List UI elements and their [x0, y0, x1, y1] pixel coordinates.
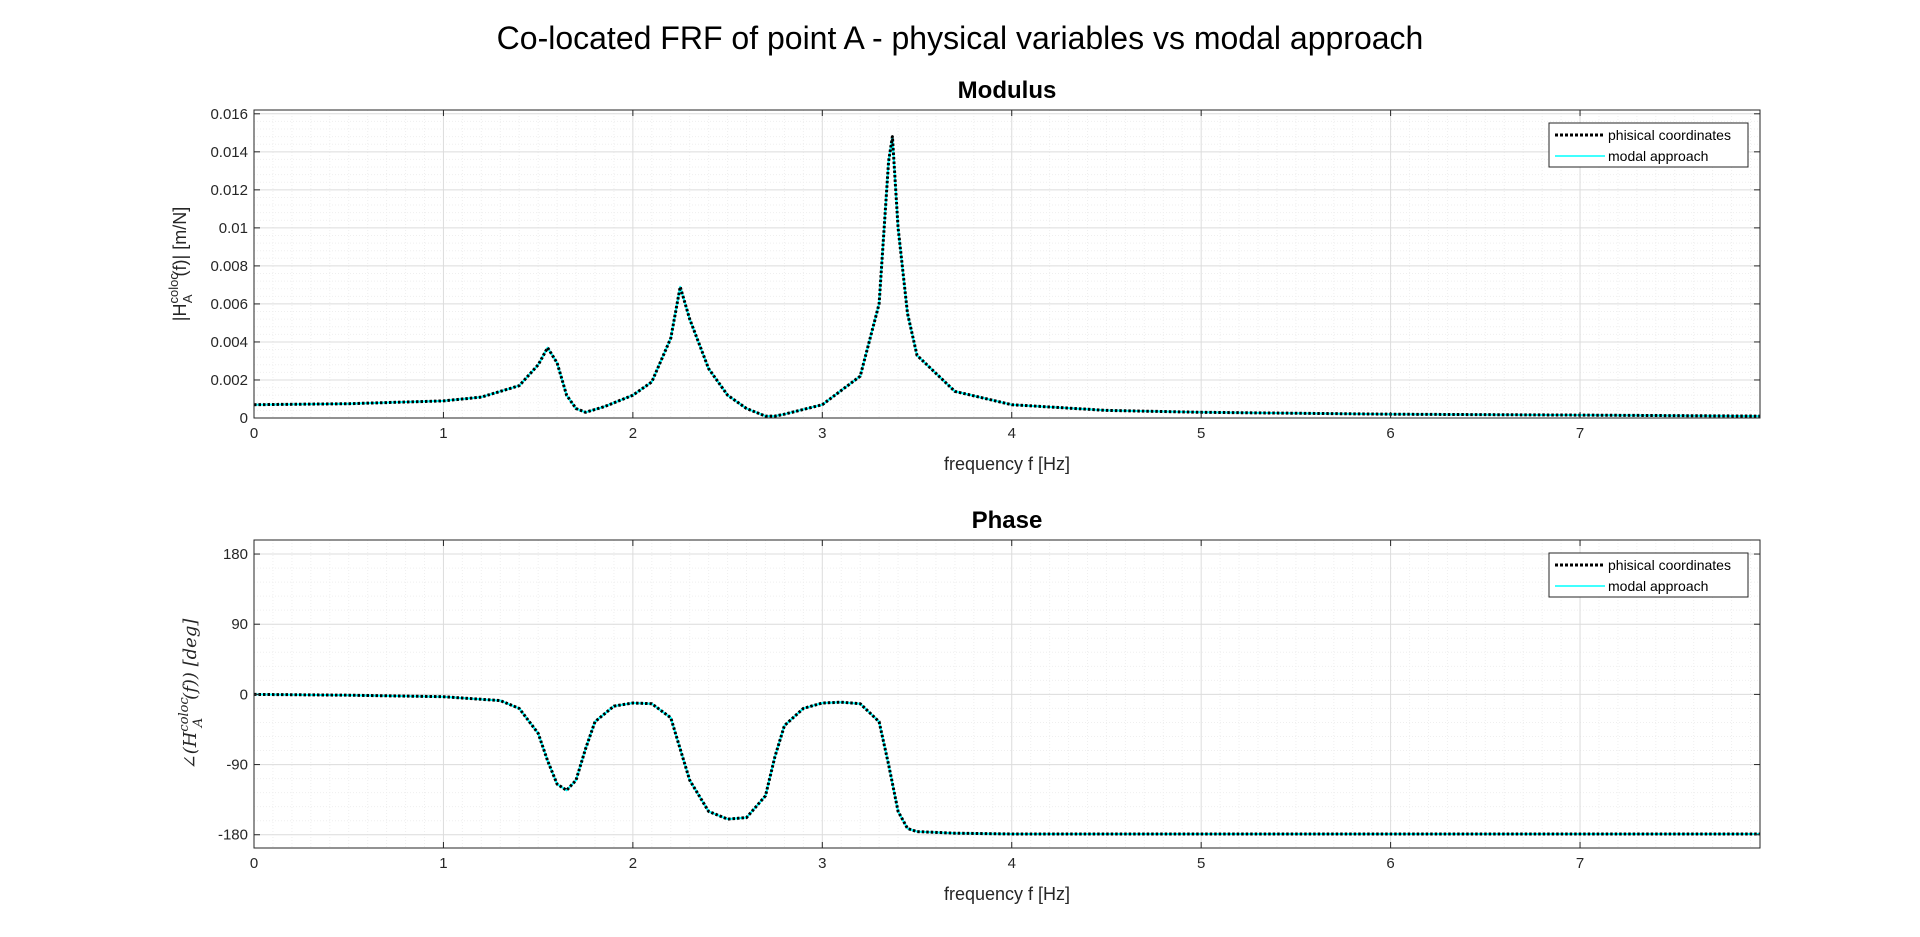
phase-ylabel: ∠(HcolocA (f)) [deg]: [177, 618, 206, 770]
phase-axes: 0 1 2 3 4 5 6 7 -180 -90 0 90 180 Phase frequency f …: [177, 507, 1761, 904]
modulus-minor-grid: [254, 110, 1760, 418]
modulus-xtick-label: 3: [818, 425, 826, 442]
modulus-ytick-label: 0.004: [210, 334, 248, 351]
phase-series: [253, 692, 1760, 836]
phase-xtick-label: 4: [1008, 855, 1016, 872]
modulus-ytick-label: 0: [240, 410, 248, 427]
modulus-ticks: 0 1 2 3 4 5 6 7 0 0.002 0.004 0.006 0.008 0.01 0.012 0.…: [210, 106, 1760, 442]
modulus-ytick-label: 0.014: [210, 144, 248, 161]
phase-xtick-label: 2: [629, 855, 637, 872]
phase-ytick-label: 180: [223, 546, 248, 563]
modulus-xtick-label: 6: [1386, 425, 1394, 442]
phase-ytick-label: -90: [226, 757, 248, 774]
modulus-ytick-label: 0.008: [210, 258, 248, 275]
modulus-ytick-label: 0.006: [210, 296, 248, 313]
modulus-xtick-label: 0: [250, 425, 258, 442]
phase-series-physical-line: [253, 692, 1760, 836]
modulus-axes: 0 1 2 3 4 5 6 7 0 0.002 0.004 0.006 0.008 0.01 0.012 0.…: [166, 77, 1761, 474]
modulus-xtick-label: 2: [629, 425, 637, 442]
phase-xtick-label: 1: [439, 855, 447, 872]
modulus-legend-physical-label: phisical coordinates: [1608, 127, 1731, 143]
modulus-title: Modulus: [958, 77, 1057, 104]
modulus-axes-frame: [253, 109, 1761, 419]
modulus-plot-area: [254, 110, 1760, 418]
modulus-ylabel: |HcolocA (f)| [m/N]: [166, 207, 195, 321]
modulus-ylabel-sup: coloc: [166, 273, 181, 304]
phase-major-grid: [254, 540, 1760, 848]
phase-xtick-label: 7: [1576, 855, 1584, 872]
figure-title: Co-located FRF of point A - physical var…: [496, 20, 1424, 56]
modulus-ytick-label: 0.002: [210, 372, 248, 389]
phase-ylabel-sup: coloc: [177, 696, 192, 731]
modulus-major-grid: [254, 110, 1760, 419]
phase-legend-physical-label: phisical coordinates: [1608, 557, 1731, 573]
modulus-legend: phisical coordinates modal approach: [1548, 122, 1749, 168]
modulus-xlabel: frequency f [Hz]: [944, 454, 1070, 474]
modulus-ylabel-tail: (f)| [m/N]: [170, 207, 190, 277]
modulus-ytick-label: 0.012: [210, 182, 248, 199]
modulus-legend-modal-label: modal approach: [1608, 148, 1708, 164]
phase-legend-box: [1548, 552, 1749, 598]
modulus-ytick-label: 0.01: [219, 220, 248, 237]
phase-ytick-label: -180: [218, 827, 248, 844]
phase-xlabel: frequency f [Hz]: [944, 884, 1070, 904]
phase-title: Phase: [972, 507, 1043, 534]
modulus-ytick-label: 0.016: [210, 106, 248, 123]
phase-legend: phisical coordinates modal approach: [1548, 552, 1749, 598]
phase-xtick-label: 6: [1386, 855, 1394, 872]
phase-ytick-label: 90: [231, 616, 248, 633]
phase-legend-modal-label: modal approach: [1608, 578, 1708, 594]
phase-xtick-label: 5: [1197, 855, 1205, 872]
modulus-series-physical-line: [253, 135, 1761, 418]
modulus-xtick-label: 7: [1576, 425, 1584, 442]
phase-ylabel-sub: A: [191, 718, 206, 728]
phase-xtick-label: 0: [250, 855, 258, 872]
modulus-xtick-label: 4: [1008, 425, 1016, 442]
modulus-ylabel-sub: A: [180, 294, 195, 303]
modulus-series: [253, 135, 1761, 418]
modulus-legend-box: [1548, 122, 1749, 168]
phase-ticks: 0 1 2 3 4 5 6 7 -180 -90 0 90 180: [218, 540, 1760, 872]
phase-ylabel-base: ∠(H: [180, 731, 201, 769]
phase-ylabel-tail: (f)) [deg]: [180, 618, 201, 700]
modulus-xtick-label: 1: [439, 425, 447, 442]
phase-ytick-label: 0: [240, 686, 248, 703]
modulus-ylabel-base: |H: [170, 304, 190, 322]
modulus-xtick-label: 5: [1197, 425, 1205, 442]
phase-xtick-label: 3: [818, 855, 826, 872]
